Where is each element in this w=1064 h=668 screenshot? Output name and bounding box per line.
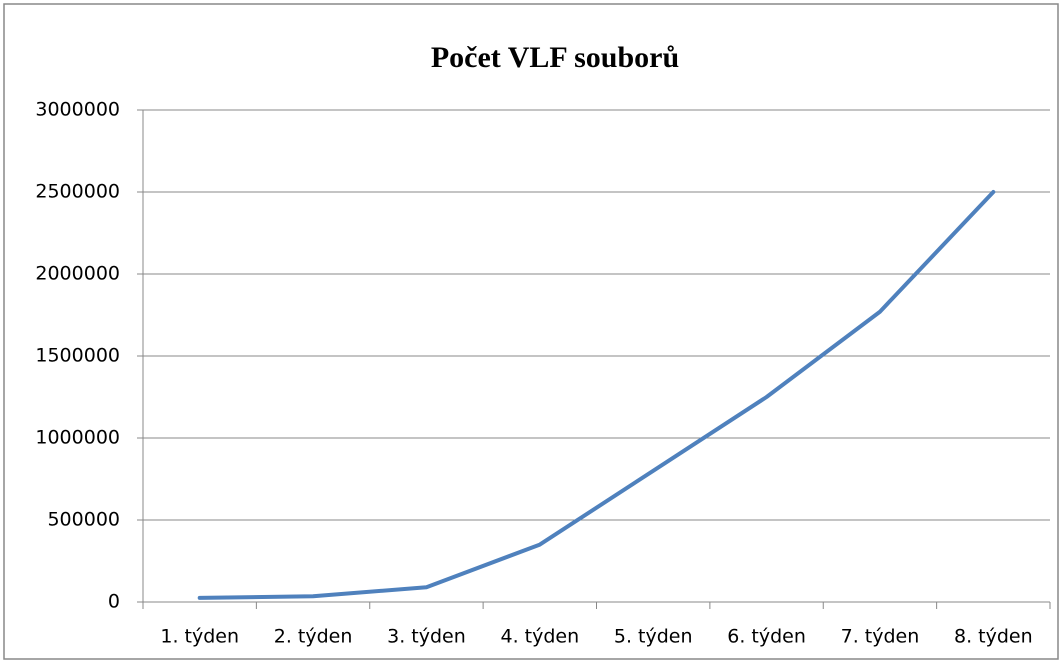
x-tick-label: 6. týden <box>727 626 806 648</box>
x-tick-label: 4. týden <box>500 626 579 648</box>
y-tick-label: 1500000 <box>35 345 120 367</box>
y-tick-label: 1000000 <box>35 427 120 449</box>
x-tick-label: 2. týden <box>274 626 353 648</box>
x-tick-label: 8. týden <box>954 626 1033 648</box>
y-tick-label: 500000 <box>47 509 120 531</box>
y-tick-label: 2500000 <box>35 181 120 203</box>
y-tick-label: 3000000 <box>35 99 120 121</box>
x-tick-label: 7. týden <box>841 626 920 648</box>
chart-title: Počet VLF souborů <box>431 41 679 74</box>
chart-frame <box>3 3 1059 660</box>
x-tick-label: 3. týden <box>387 626 466 648</box>
y-tick-label: 2000000 <box>35 263 120 285</box>
x-tick-label: 5. týden <box>614 626 693 648</box>
x-tick-label: 1. týden <box>160 626 239 648</box>
y-tick-label: 0 <box>108 591 120 613</box>
data-line <box>197 190 996 600</box>
